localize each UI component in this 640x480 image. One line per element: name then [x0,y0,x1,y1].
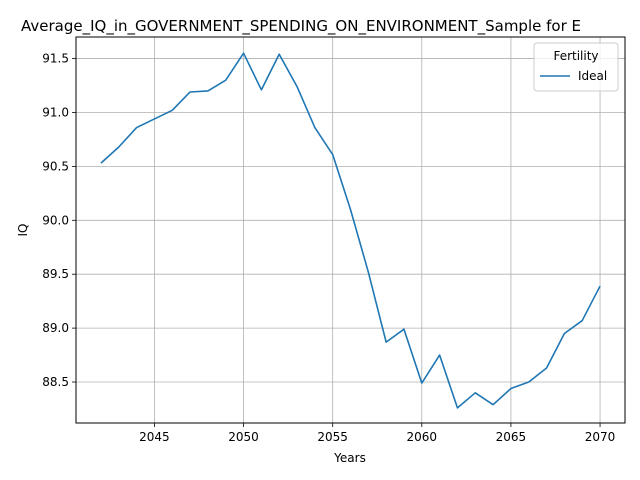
y-tick-label: 91.0 [42,105,69,119]
y-tick-label: 90.5 [42,159,69,173]
x-tick-label: 2070 [585,430,616,444]
x-tick-label: 2050 [228,430,259,444]
x-tick-label: 2065 [496,430,527,444]
legend-title: Fertility [553,49,598,63]
y-axis-label: IQ [16,224,30,237]
y-tick-label: 90.0 [42,213,69,227]
chart-title: Average_IQ_in_GOVERNMENT_SPENDING_ON_ENV… [21,17,581,36]
x-axis-ticks: 2045 2050 2055 2060 2065 2070 [139,423,615,444]
legend-label-ideal: Ideal [578,69,607,83]
y-axis-ticks: 88.5 89.0 89.5 90.0 90.5 91.0 91.5 [42,52,76,389]
plot-frame [75,36,626,424]
plot-background [76,37,625,423]
y-tick-label: 89.5 [42,267,69,281]
x-tick-label: 2055 [317,430,348,444]
x-tick-label: 2060 [407,430,438,444]
legend-box [533,42,619,92]
y-tick-label: 89.0 [42,321,69,335]
x-tick-label: 2045 [139,430,170,444]
y-tick-label: 91.5 [42,52,69,66]
legend: Fertility Ideal [533,42,619,92]
y-tick-label: 88.5 [42,375,69,389]
x-axis-label: Years [333,451,366,465]
series-layer [100,52,601,409]
series-line-ideal [100,52,601,409]
